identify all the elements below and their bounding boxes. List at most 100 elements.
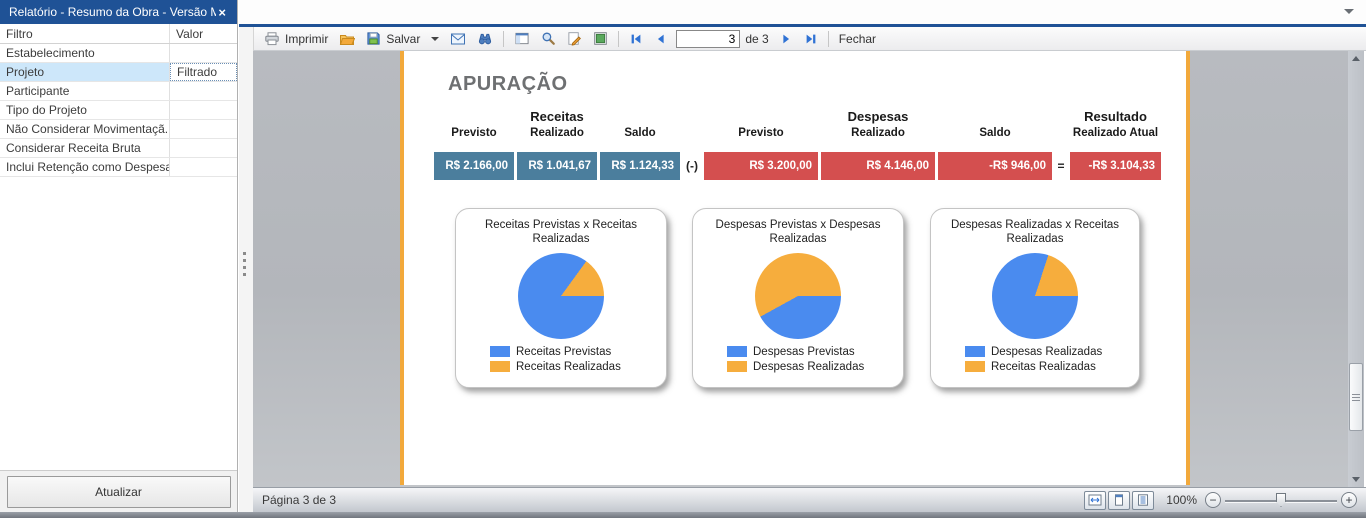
legend-label: Receitas Realizadas: [991, 360, 1096, 373]
email-button[interactable]: [445, 30, 471, 48]
legend: Receitas Previstas Receitas Realizadas: [490, 345, 666, 374]
filter-column-header: Filtro: [0, 24, 170, 43]
pie-card-despesas: Despesas Previstas x Despesas Realizadas…: [692, 208, 904, 388]
filter-panel: Relatório - Resumo da Obra - Versão Mini…: [0, 0, 238, 512]
legend-label: Receitas Previstas: [516, 345, 612, 358]
edit-page-button[interactable]: [562, 29, 587, 48]
filter-row-nao-considerar-movimentacao[interactable]: Não Considerar Movimentaçã...: [0, 120, 237, 139]
filter-row-estabelecimento[interactable]: Estabelecimento: [0, 44, 237, 63]
toolbar-separator: [618, 30, 620, 47]
page-width-view-button[interactable]: [1084, 490, 1107, 510]
zoom-controls: 100% − +: [1082, 490, 1357, 510]
legend-label: Despesas Realizadas: [753, 360, 865, 373]
filter-row-value[interactable]: [170, 120, 237, 138]
panel-splitter[interactable]: [239, 24, 253, 512]
summary-strip: Previsto R$ 2.166,00 Receitas Realizado …: [434, 109, 1168, 180]
pie-chart-despesas: [755, 252, 841, 339]
summary-column: Saldo R$ 1.124,33: [600, 109, 680, 180]
filter-row-inclui-retencao-como-despesa[interactable]: Inclui Retenção como Despesa: [0, 158, 237, 177]
legend-label: Despesas Previstas: [753, 345, 855, 358]
pie-card-despesas-x-receitas: Despesas Realizadas x Receitas Realizada…: [930, 208, 1140, 388]
filter-row-value[interactable]: [170, 44, 237, 62]
column-label: Previsto: [738, 127, 784, 139]
filter-actions-panel: Atualizar: [0, 470, 237, 512]
report-title: APURAÇÃO: [448, 73, 568, 95]
legend-swatch-icon: [727, 346, 747, 358]
filter-table-header: Filtro Valor: [0, 24, 237, 44]
chevron-down-icon[interactable]: [1344, 9, 1354, 14]
last-page-button[interactable]: [799, 30, 823, 48]
page-number-input[interactable]: [676, 29, 741, 48]
watermark-button[interactable]: [588, 29, 613, 48]
column-label: Saldo: [624, 127, 656, 139]
document-map-button[interactable]: [509, 29, 535, 48]
filter-row-value[interactable]: [170, 139, 237, 157]
next-page-button[interactable]: [774, 30, 798, 48]
continuous-view-button[interactable]: [1132, 490, 1155, 510]
legend-swatch-icon: [965, 361, 985, 373]
previous-page-button[interactable]: [649, 30, 673, 48]
close-preview-button[interactable]: Fechar: [834, 30, 881, 48]
continuous-view-icon: [1136, 494, 1150, 506]
preview-toolbar: Imprimir Salvar: [253, 27, 1366, 51]
filter-row-label: Não Considerar Movimentaçã...: [0, 120, 170, 138]
zoom-slider[interactable]: [1225, 492, 1337, 508]
page-total-label: de 3: [745, 31, 769, 46]
filter-row-label: Estabelecimento: [0, 44, 170, 62]
value-column-header: Valor: [176, 26, 204, 41]
filter-table: Filtro Valor Estabelecimento Projeto Fil…: [0, 24, 237, 177]
legend-label: Receitas Realizadas: [516, 360, 621, 373]
previous-page-icon: [654, 32, 668, 46]
filter-row-tipo-do-projeto[interactable]: Tipo do Projeto: [0, 101, 237, 120]
zoom-out-button[interactable]: −: [1205, 492, 1221, 508]
toolbar-separator: [827, 30, 829, 47]
legend-swatch-icon: [490, 346, 510, 358]
filter-row-label: Projeto: [0, 63, 170, 81]
value-box: R$ 2.166,00: [434, 152, 514, 180]
print-button[interactable]: Imprimir: [259, 29, 333, 49]
zoom-slider-thumb[interactable]: [1276, 493, 1286, 507]
zoom-in-button[interactable]: +: [1341, 492, 1357, 508]
close-preview-label: Fechar: [838, 31, 877, 46]
scrollbar-thumb[interactable]: [1349, 363, 1363, 431]
legend-item: Receitas Previstas: [490, 345, 666, 359]
last-page-icon: [804, 32, 818, 46]
value-box: -R$ 946,00: [938, 152, 1052, 180]
scroll-up-button[interactable]: [1348, 51, 1364, 66]
splitter-grip-icon: [243, 252, 246, 276]
open-button[interactable]: [334, 29, 360, 49]
pie-chart-receitas: [518, 252, 604, 339]
print-label: Imprimir: [285, 31, 329, 46]
filter-row-value[interactable]: [170, 101, 237, 119]
vertical-scrollbar[interactable]: [1348, 51, 1364, 487]
first-page-button[interactable]: [624, 30, 648, 48]
save-dropdown-button[interactable]: [426, 35, 444, 43]
tab-strip: [239, 0, 1366, 24]
filter-row-considerar-receita-bruta[interactable]: Considerar Receita Bruta: [0, 139, 237, 158]
filter-row-participante[interactable]: Participante: [0, 82, 237, 101]
update-button[interactable]: Atualizar: [6, 475, 231, 508]
tab-relatorio[interactable]: Relatório - Resumo da Obra - Versão Mini…: [0, 0, 237, 24]
filter-row-value[interactable]: [170, 82, 237, 100]
save-button[interactable]: Salvar: [361, 29, 425, 48]
scroll-down-button[interactable]: [1348, 472, 1364, 487]
single-page-view-button[interactable]: [1108, 490, 1131, 510]
filter-row-value[interactable]: [170, 158, 237, 176]
page-indicator: Página 3 de 3: [262, 493, 337, 507]
summary-column: Receitas Realizado R$ 1.041,67: [517, 109, 597, 180]
operator-column: =: [1052, 109, 1070, 180]
filter-row-label: Inclui Retenção como Despesa: [0, 158, 170, 176]
single-page-icon: [1112, 494, 1126, 506]
filter-row-value[interactable]: Filtrado: [170, 63, 237, 81]
arrow-up-icon: [1352, 56, 1360, 61]
filter-row-projeto[interactable]: Projeto Filtrado: [0, 63, 237, 82]
chevron-down-icon: [431, 36, 440, 41]
page-width-icon: [1088, 494, 1102, 506]
binoculars-icon: [477, 31, 493, 46]
page-settings-button[interactable]: [536, 29, 561, 48]
legend-item: Receitas Realizadas: [965, 360, 1139, 374]
close-tab-icon[interactable]: ×: [218, 4, 226, 20]
report-preview-area: APURAÇÃO Previsto R$ 2.166,00 Receitas R…: [253, 51, 1348, 487]
find-button[interactable]: [472, 29, 498, 48]
